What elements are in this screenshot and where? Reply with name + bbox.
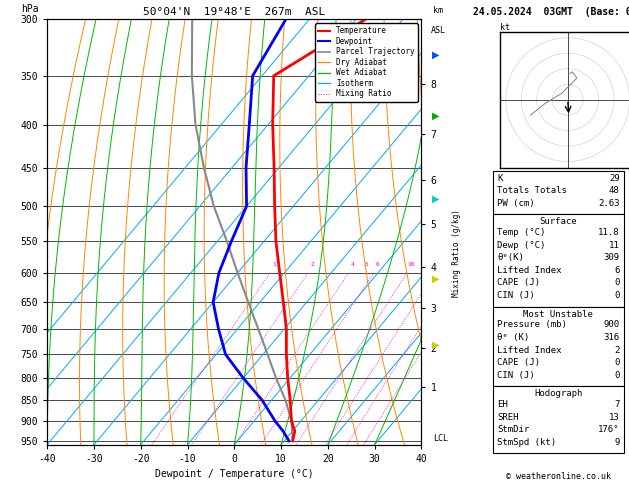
Text: hPa: hPa	[21, 4, 38, 14]
Text: CIN (J): CIN (J)	[497, 371, 535, 380]
Text: 6: 6	[376, 262, 380, 267]
Text: Lifted Index: Lifted Index	[497, 346, 562, 355]
Text: Temp (°C): Temp (°C)	[497, 228, 545, 237]
Text: CAPE (J): CAPE (J)	[497, 358, 540, 367]
Text: ▶: ▶	[431, 110, 439, 121]
Text: 0: 0	[614, 278, 620, 288]
X-axis label: Dewpoint / Temperature (°C): Dewpoint / Temperature (°C)	[155, 469, 314, 479]
Text: Totals Totals: Totals Totals	[497, 186, 567, 195]
Text: Mixing Ratio (g/kg): Mixing Ratio (g/kg)	[452, 209, 460, 297]
Text: 24.05.2024  03GMT  (Base: 00): 24.05.2024 03GMT (Base: 00)	[473, 7, 629, 17]
Text: 2: 2	[614, 346, 620, 355]
Text: 13: 13	[609, 413, 620, 422]
Text: 29: 29	[609, 174, 620, 183]
Text: LCL: LCL	[433, 434, 448, 443]
Text: θᵉ (K): θᵉ (K)	[497, 333, 529, 342]
Text: Hodograph: Hodograph	[534, 389, 582, 399]
Text: 309: 309	[603, 253, 620, 262]
Text: 2: 2	[310, 262, 314, 267]
Text: ▶: ▶	[431, 49, 439, 59]
Text: 10: 10	[408, 262, 415, 267]
Text: Pressure (mb): Pressure (mb)	[497, 320, 567, 330]
Text: 0: 0	[614, 358, 620, 367]
Text: 0: 0	[614, 371, 620, 380]
Text: SREH: SREH	[497, 413, 518, 422]
Text: ASL: ASL	[431, 26, 446, 35]
Text: © weatheronline.co.uk: © weatheronline.co.uk	[506, 472, 611, 481]
Text: 2.63: 2.63	[598, 199, 620, 208]
Text: θᵉ(K): θᵉ(K)	[497, 253, 524, 262]
Text: CAPE (J): CAPE (J)	[497, 278, 540, 288]
Text: K: K	[497, 174, 503, 183]
Text: 900: 900	[603, 320, 620, 330]
Text: StmDir: StmDir	[497, 425, 529, 434]
Text: 48: 48	[609, 186, 620, 195]
Text: 316: 316	[603, 333, 620, 342]
Text: 7: 7	[614, 400, 620, 409]
Text: ▶: ▶	[431, 194, 439, 204]
Text: km: km	[433, 6, 443, 15]
Title: 50°04'N  19°48'E  267m  ASL: 50°04'N 19°48'E 267m ASL	[143, 7, 325, 17]
Text: 0: 0	[614, 291, 620, 300]
Text: StmSpd (kt): StmSpd (kt)	[497, 438, 556, 447]
Text: 1: 1	[272, 262, 276, 267]
Text: 5: 5	[365, 262, 369, 267]
Text: 11.8: 11.8	[598, 228, 620, 237]
Text: Lifted Index: Lifted Index	[497, 266, 562, 275]
Legend: Temperature, Dewpoint, Parcel Trajectory, Dry Adiabat, Wet Adiabat, Isotherm, Mi: Temperature, Dewpoint, Parcel Trajectory…	[315, 23, 418, 102]
Text: Most Unstable: Most Unstable	[523, 310, 593, 319]
Text: 11: 11	[609, 241, 620, 250]
Text: Dewp (°C): Dewp (°C)	[497, 241, 545, 250]
Text: ▶: ▶	[431, 274, 439, 284]
Text: PW (cm): PW (cm)	[497, 199, 535, 208]
Text: 9: 9	[614, 438, 620, 447]
Text: ▶: ▶	[431, 340, 439, 349]
Text: Surface: Surface	[540, 217, 577, 226]
Text: kt: kt	[499, 22, 509, 32]
Text: 176°: 176°	[598, 425, 620, 434]
Text: EH: EH	[497, 400, 508, 409]
Text: CIN (J): CIN (J)	[497, 291, 535, 300]
Text: 6: 6	[614, 266, 620, 275]
Text: 4: 4	[351, 262, 355, 267]
